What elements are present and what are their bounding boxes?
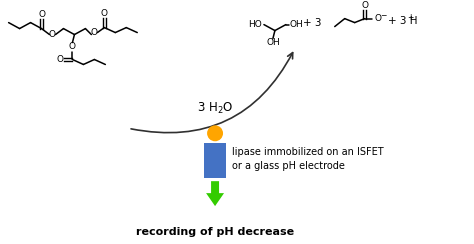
- Circle shape: [207, 125, 223, 141]
- Text: O: O: [49, 30, 56, 39]
- Text: OH: OH: [290, 20, 304, 29]
- Text: O: O: [38, 10, 45, 19]
- Text: O: O: [91, 28, 98, 37]
- Text: + 3: + 3: [303, 18, 321, 28]
- Text: OH: OH: [266, 38, 280, 47]
- Text: +: +: [408, 13, 414, 22]
- Text: + 3 H: + 3 H: [388, 16, 417, 26]
- Text: O: O: [101, 9, 108, 18]
- Text: O: O: [361, 1, 368, 10]
- FancyBboxPatch shape: [204, 143, 226, 178]
- Text: 3 H$_2$O: 3 H$_2$O: [197, 101, 233, 116]
- Text: lipase immobilized on an ISFET: lipase immobilized on an ISFET: [232, 147, 383, 157]
- Text: recording of pH decrease: recording of pH decrease: [136, 227, 294, 237]
- FancyArrow shape: [206, 181, 224, 206]
- Text: O: O: [374, 14, 382, 23]
- Text: O: O: [69, 42, 76, 51]
- Text: O: O: [57, 55, 64, 64]
- Text: HO: HO: [248, 20, 262, 29]
- Text: or a glass pH electrode: or a glass pH electrode: [232, 161, 345, 171]
- Text: −: −: [381, 11, 387, 20]
